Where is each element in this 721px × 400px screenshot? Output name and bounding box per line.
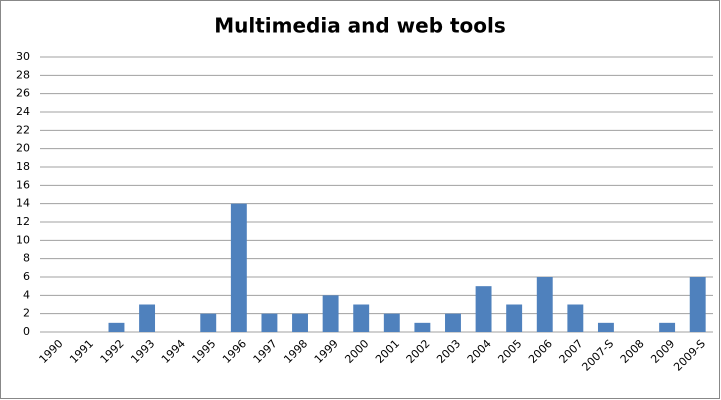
y-tick-label: 22 xyxy=(16,123,30,136)
y-tick-label: 20 xyxy=(16,142,30,155)
bar xyxy=(139,304,156,332)
y-tick-label: 30 xyxy=(16,50,30,63)
y-tick-label: 26 xyxy=(16,87,30,100)
y-tick-label: 18 xyxy=(16,160,30,173)
bar xyxy=(414,322,431,332)
y-tick-label: 14 xyxy=(16,197,30,210)
bar xyxy=(322,295,339,332)
bar xyxy=(536,277,553,332)
y-tick-label: 6 xyxy=(23,270,30,283)
chart-title: Multimedia and web tools xyxy=(214,14,506,38)
bar xyxy=(597,322,614,332)
bar xyxy=(230,203,247,332)
y-tick-label: 12 xyxy=(16,215,30,228)
y-tick-label: 24 xyxy=(16,105,30,118)
bar xyxy=(445,313,461,332)
bar xyxy=(689,277,706,332)
bar xyxy=(567,304,584,332)
bar xyxy=(659,322,676,332)
bar xyxy=(108,322,125,332)
bar xyxy=(200,313,217,332)
bar xyxy=(353,304,370,332)
bar xyxy=(261,313,278,332)
y-tick-label: 8 xyxy=(23,252,30,265)
bar xyxy=(506,304,523,332)
bar xyxy=(292,313,308,332)
y-tick-label: 4 xyxy=(23,288,30,301)
y-tick-label: 16 xyxy=(16,178,30,191)
bar xyxy=(383,313,400,332)
y-tick-label: 2 xyxy=(23,307,30,320)
y-tick-label: 0 xyxy=(23,325,30,338)
y-tick-label: 10 xyxy=(16,233,30,246)
bar xyxy=(475,286,492,332)
y-tick-label: 28 xyxy=(16,68,30,81)
